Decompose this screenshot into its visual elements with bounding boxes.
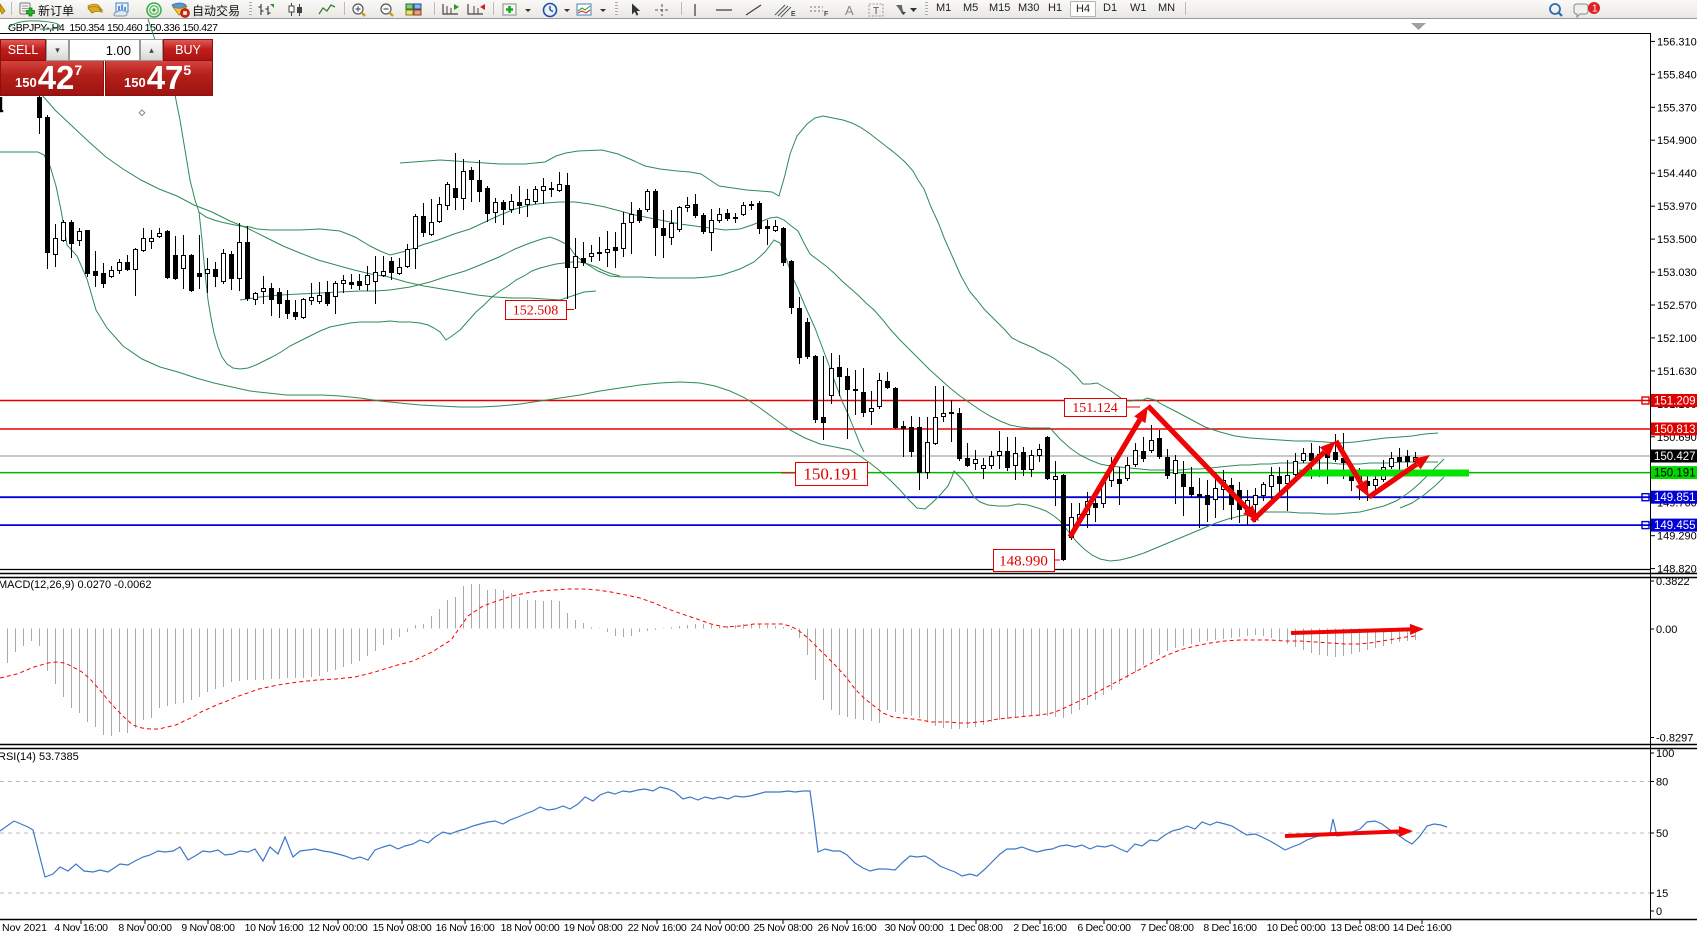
- svg-text:-0.8297: -0.8297: [1656, 733, 1693, 745]
- svg-text:T: T: [873, 6, 879, 17]
- svg-text:8 Nov 00:00: 8 Nov 00:00: [118, 922, 172, 934]
- svg-text:16 Nov 16:00: 16 Nov 16:00: [436, 922, 495, 934]
- svg-text:148.990: 148.990: [999, 553, 1048, 569]
- svg-text:18 Nov 00:00: 18 Nov 00:00: [501, 922, 560, 934]
- svg-text:50: 50: [1656, 828, 1668, 840]
- svg-text:149.455: 149.455: [1654, 520, 1696, 532]
- svg-text:2 Dec 16:00: 2 Dec 16:00: [1013, 922, 1067, 934]
- svg-text:9 Nov 08:00: 9 Nov 08:00: [181, 922, 235, 934]
- svg-text:7 Dec 08:00: 7 Dec 08:00: [1140, 922, 1194, 934]
- svg-text:12 Nov 00:00: 12 Nov 00:00: [309, 922, 368, 934]
- svg-text:150.191: 150.191: [1654, 468, 1696, 480]
- svg-text:100: 100: [1656, 748, 1674, 760]
- svg-text:6 Dec 00:00: 6 Dec 00:00: [1077, 922, 1131, 934]
- svg-text:MACD(12,26,9) 0.0270 -0.0062: MACD(12,26,9) 0.0270 -0.0062: [0, 579, 151, 591]
- svg-text:F: F: [824, 11, 828, 18]
- svg-text:22 Nov 16:00: 22 Nov 16:00: [628, 922, 687, 934]
- svg-text:155.840: 155.840: [1657, 69, 1697, 81]
- svg-text:149.851: 149.851: [1654, 492, 1696, 504]
- svg-text:150.191: 150.191: [803, 465, 858, 484]
- svg-text:148.820: 148.820: [1657, 564, 1697, 576]
- svg-text:GBPJPY-,H4 150.354 150.460 15: GBPJPY-,H4 150.354 150.460 150.336 150.4…: [8, 22, 218, 34]
- svg-text:156.310: 156.310: [1657, 36, 1697, 48]
- svg-text:154.440: 154.440: [1657, 168, 1697, 180]
- svg-text:154.900: 154.900: [1657, 135, 1697, 147]
- svg-text:0: 0: [1656, 906, 1662, 918]
- svg-text:80: 80: [1656, 777, 1668, 789]
- svg-text:14 Dec 16:00: 14 Dec 16:00: [1393, 922, 1452, 934]
- svg-text:153.030: 153.030: [1657, 267, 1697, 279]
- svg-text:8 Dec 16:00: 8 Dec 16:00: [1203, 922, 1257, 934]
- svg-text:152.100: 152.100: [1657, 333, 1697, 345]
- svg-text:152.570: 152.570: [1657, 300, 1697, 312]
- svg-text:149.290: 149.290: [1657, 531, 1697, 543]
- svg-text:24 Nov 00:00: 24 Nov 00:00: [691, 922, 750, 934]
- svg-text:13 Dec 08:00: 13 Dec 08:00: [1331, 922, 1390, 934]
- svg-text:155.370: 155.370: [1657, 102, 1697, 114]
- svg-text:152.508: 152.508: [513, 304, 559, 319]
- svg-text:19 Nov 08:00: 19 Nov 08:00: [564, 922, 623, 934]
- svg-text:0.00: 0.00: [1656, 624, 1677, 636]
- svg-text:0.3822: 0.3822: [1656, 576, 1690, 588]
- svg-text:1: 1: [1592, 4, 1598, 15]
- svg-text:153.500: 153.500: [1657, 234, 1697, 246]
- svg-text:E: E: [791, 11, 796, 18]
- svg-text:10 Nov 16:00: 10 Nov 16:00: [245, 922, 304, 934]
- svg-text:151.124: 151.124: [1072, 401, 1118, 416]
- svg-text:15 Nov 08:00: 15 Nov 08:00: [373, 922, 432, 934]
- svg-text:Nov 2021: Nov 2021: [2, 922, 47, 934]
- svg-text:A: A: [845, 3, 854, 18]
- svg-text:4 Nov 16:00: 4 Nov 16:00: [54, 922, 108, 934]
- svg-text:25 Nov 08:00: 25 Nov 08:00: [754, 922, 813, 934]
- svg-text:10 Dec 00:00: 10 Dec 00:00: [1267, 922, 1326, 934]
- svg-text:30 Nov 00:00: 30 Nov 00:00: [885, 922, 944, 934]
- svg-text:153.970: 153.970: [1657, 201, 1697, 213]
- svg-text:151.209: 151.209: [1654, 396, 1696, 408]
- svg-text:151.630: 151.630: [1657, 366, 1697, 378]
- svg-text:RSI(14) 53.7385: RSI(14) 53.7385: [0, 751, 79, 763]
- svg-text:26 Nov 16:00: 26 Nov 16:00: [818, 922, 877, 934]
- svg-text:1 Dec 08:00: 1 Dec 08:00: [949, 922, 1003, 934]
- svg-text:150.813: 150.813: [1654, 424, 1696, 436]
- svg-text:150.427: 150.427: [1654, 451, 1696, 463]
- svg-text:15: 15: [1656, 888, 1668, 900]
